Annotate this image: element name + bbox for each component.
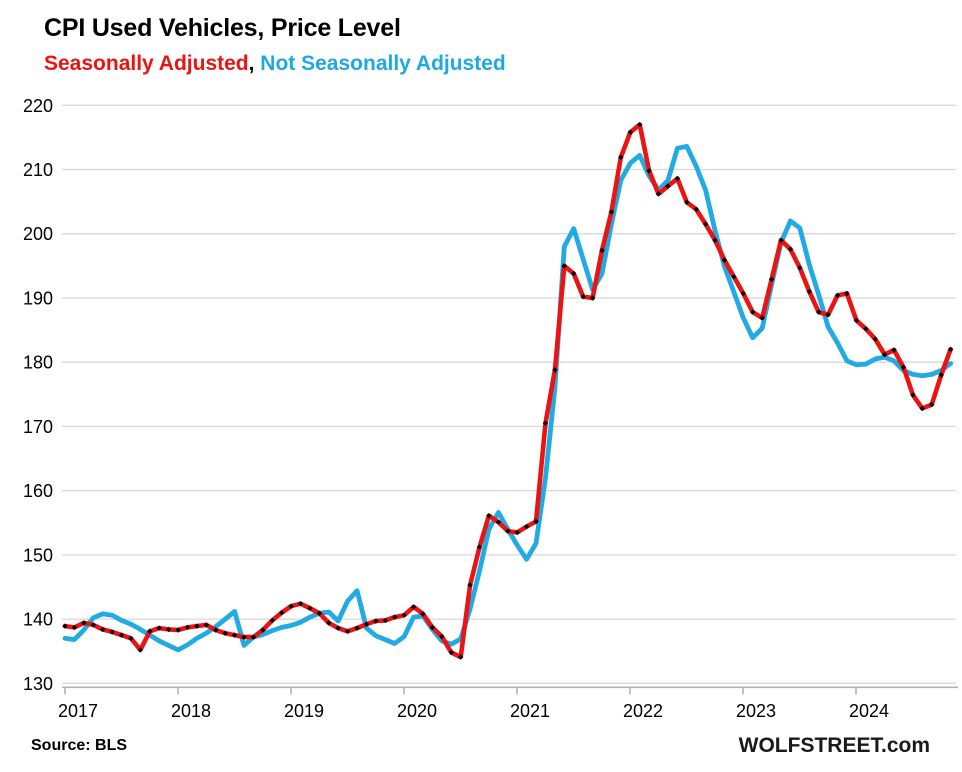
legend-separator: , (248, 52, 261, 75)
legend-subtitle: Seasonally Adjusted, Not Seasonally Adju… (44, 52, 506, 76)
y-tick-label: 200 (23, 224, 53, 244)
x-tick-label: 2024 (849, 701, 889, 721)
source-label: Source: BLS (31, 737, 128, 754)
x-tick-label: 2022 (623, 701, 663, 721)
page-title: CPI Used Vehicles, Price Level (44, 14, 401, 42)
watermark-label: WOLFSTREET.com (738, 734, 930, 757)
nsa-line (62, 143, 953, 653)
y-tick-label: 180 (23, 353, 53, 373)
sa-line (62, 122, 953, 660)
y-tick-label: 220 (23, 96, 53, 116)
legend-not-seasonally-adjusted: Not Seasonally Adjusted (260, 52, 506, 75)
y-tick-label: 130 (23, 674, 53, 694)
y-tick-label: 160 (23, 481, 53, 501)
x-tick-label: 2021 (510, 701, 550, 721)
x-tick-label: 2017 (58, 701, 98, 721)
y-tick-label: 210 (23, 160, 53, 180)
legend-seasonally-adjusted: Seasonally Adjusted (44, 52, 249, 75)
y-tick-label: 170 (23, 417, 53, 437)
y-tick-label: 190 (23, 289, 53, 309)
x-tick-label: 2019 (284, 701, 324, 721)
y-tick-label: 150 (23, 545, 53, 565)
x-tick-label: 2020 (397, 701, 437, 721)
x-tick-label: 2023 (736, 701, 776, 721)
y-tick-label: 140 (23, 610, 53, 630)
x-tick-label: 2018 (171, 701, 211, 721)
sa-markers (62, 121, 954, 660)
